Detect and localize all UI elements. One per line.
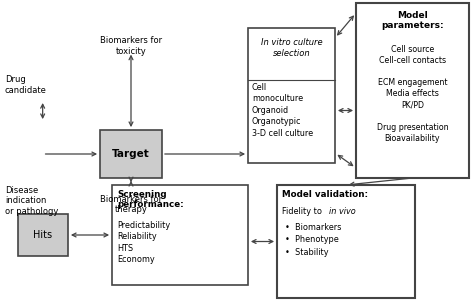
Bar bbox=[18, 214, 68, 256]
Bar bbox=[356, 3, 469, 178]
Bar bbox=[277, 185, 415, 298]
Text: Model validation:: Model validation: bbox=[282, 190, 368, 199]
Text: Drug
candidate: Drug candidate bbox=[5, 75, 47, 95]
Text: In vitro culture
selection: In vitro culture selection bbox=[261, 38, 322, 58]
Text: Hits: Hits bbox=[34, 230, 53, 240]
Text: Cell
monoculture
Organoid
Organotypic
3-D cell culture: Cell monoculture Organoid Organotypic 3-… bbox=[252, 83, 313, 138]
Bar bbox=[112, 185, 248, 285]
Text: Screening
performance:: Screening performance: bbox=[117, 190, 184, 209]
Text: •  Biomarkers
•  Phenotype
•  Stability: • Biomarkers • Phenotype • Stability bbox=[285, 223, 341, 257]
Text: Disease
indication
or pathology: Disease indication or pathology bbox=[5, 186, 58, 216]
Text: Fidelity to: Fidelity to bbox=[282, 207, 325, 216]
Text: in vivo: in vivo bbox=[329, 207, 356, 216]
Text: Model
parameters:: Model parameters: bbox=[381, 11, 444, 30]
Bar bbox=[100, 130, 162, 178]
Text: Target: Target bbox=[112, 149, 150, 159]
Text: Cell source
Cell-cell contacts

ECM engagement
Media effects
PK/PD

Drug present: Cell source Cell-cell contacts ECM engag… bbox=[377, 45, 448, 143]
Text: Biomarkers for
therapy: Biomarkers for therapy bbox=[100, 195, 162, 214]
Bar bbox=[248, 28, 335, 163]
Text: Predictability
Reliability
HTS
Economy: Predictability Reliability HTS Economy bbox=[117, 221, 170, 264]
Text: Biomarkers for
toxicity: Biomarkers for toxicity bbox=[100, 36, 162, 56]
